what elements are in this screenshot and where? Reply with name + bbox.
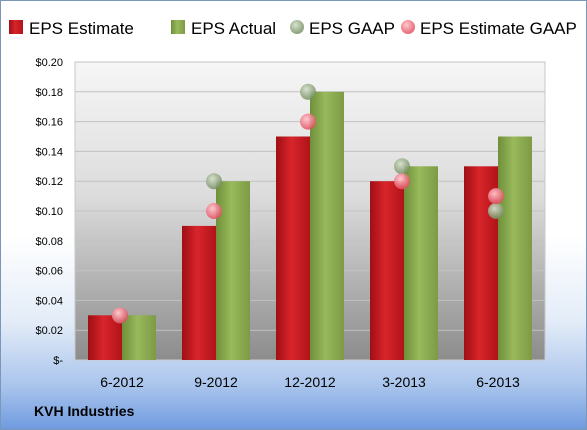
y-tick-label: $0.16 xyxy=(35,117,63,129)
legend-marker-eps-estimate-gaap xyxy=(401,20,415,34)
legend-swatch-eps-actual xyxy=(171,20,185,34)
bars xyxy=(88,91,532,361)
y-tick-label: $0.10 xyxy=(35,206,63,218)
points xyxy=(112,83,504,324)
x-tick-label: 6-2013 xyxy=(476,374,520,390)
point-eps-estimate-gaap-3-2013 xyxy=(394,173,410,190)
x-tick-label: 9-2012 xyxy=(194,374,238,390)
legend-item-eps-actual: EPS Actual xyxy=(171,19,276,38)
legend-swatch-eps-estimate xyxy=(9,20,23,34)
point-eps-gaap-6-2013 xyxy=(488,203,504,219)
legend-marker-eps-gaap xyxy=(290,20,304,34)
x-tick-label: 6-2012 xyxy=(100,374,144,390)
y-tick-label: $- xyxy=(53,355,63,367)
bar-eps-estimate-3-2013 xyxy=(370,181,404,360)
legend-item-eps-estimate: EPS Estimate xyxy=(9,19,134,38)
bar-eps-estimate-6-2012 xyxy=(88,315,122,360)
bar-eps-actual-6-2012 xyxy=(122,315,156,360)
x-tick-label: 12-2012 xyxy=(284,374,336,390)
point-eps-estimate-gaap-6-2013 xyxy=(488,188,504,205)
y-tick-label: $0.06 xyxy=(35,266,63,278)
bar-eps-actual-3-2013 xyxy=(404,166,438,360)
bar-eps-actual-6-2013 xyxy=(498,136,532,360)
legend-label-eps-gaap: EPS GAAP xyxy=(309,19,395,38)
x-tick-label: 3-2013 xyxy=(382,374,426,390)
company-name: KVH Industries xyxy=(34,403,135,419)
y-tick-label: $0.14 xyxy=(35,146,63,158)
legend-item-eps-estimate-gaap: EPS Estimate GAAP xyxy=(401,19,577,38)
y-tick-label: $0.12 xyxy=(35,176,63,188)
y-tick-label: $0.04 xyxy=(35,295,63,307)
point-eps-gaap-9-2012 xyxy=(206,173,222,190)
legend: EPS Estimate EPS Actual EPS GAAP EPS Est… xyxy=(9,19,577,38)
y-tick-label: $0.08 xyxy=(35,236,63,248)
x-axis-ticks: 6-2012 9-2012 12-2012 3-2013 6-2013 xyxy=(100,374,520,390)
y-tick-label: $0.20 xyxy=(35,57,63,69)
legend-label-eps-estimate: EPS Estimate xyxy=(29,19,134,38)
point-eps-estimate-gaap-9-2012 xyxy=(206,203,222,219)
point-eps-estimate-gaap-12-2012 xyxy=(300,113,316,130)
bar-eps-estimate-9-2012 xyxy=(182,225,216,360)
point-eps-estimate-gaap-6-2012 xyxy=(112,307,128,324)
point-eps-gaap-3-2013 xyxy=(394,158,410,175)
bar-eps-actual-12-2012 xyxy=(310,91,344,361)
point-eps-gaap-12-2012 xyxy=(300,83,316,100)
y-tick-label: $0.18 xyxy=(35,87,63,99)
bar-eps-estimate-12-2012 xyxy=(276,136,310,360)
y-axis-ticks: $- $0.02 $0.04 $0.06 $0.08 $0.10 $0.12 $0.14 $0.… xyxy=(35,57,63,367)
legend-label-eps-estimate-gaap: EPS Estimate GAAP xyxy=(420,19,577,38)
y-tick-label: $0.02 xyxy=(35,325,63,337)
legend-item-eps-gaap: EPS GAAP xyxy=(290,19,395,38)
legend-label-eps-actual: EPS Actual xyxy=(191,19,276,38)
